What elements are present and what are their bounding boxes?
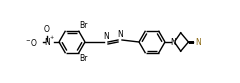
Text: N: N: [103, 32, 109, 41]
Text: O: O: [44, 25, 50, 34]
Text: N: N: [117, 30, 123, 39]
Text: Br: Br: [79, 54, 88, 63]
Text: $^-$O: $^-$O: [24, 37, 38, 47]
Text: Br: Br: [79, 21, 88, 30]
Text: N: N: [195, 38, 201, 46]
Text: N: N: [170, 38, 176, 46]
Text: +: +: [49, 35, 53, 40]
Text: N: N: [44, 38, 50, 46]
